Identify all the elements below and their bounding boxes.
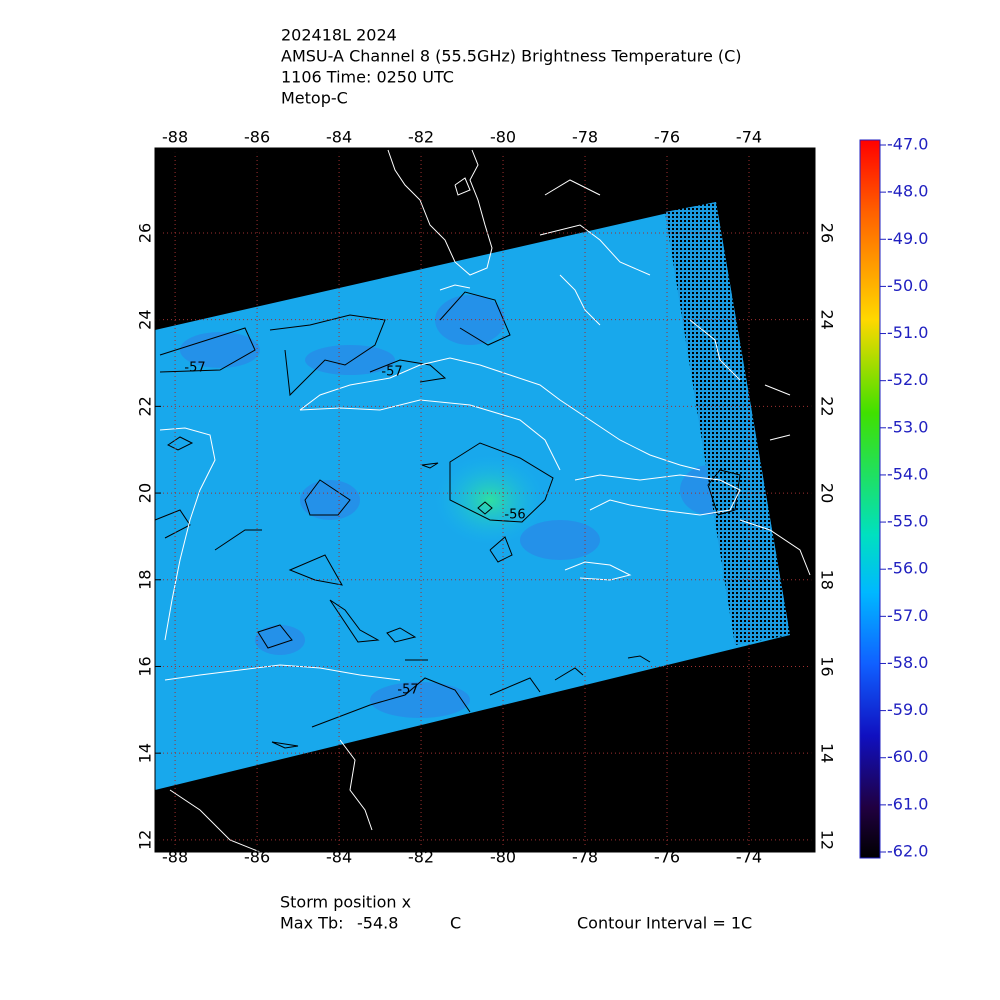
header-line: Metop-C xyxy=(281,89,348,108)
lat-label-right: 12 xyxy=(818,830,837,850)
colorbar-gradient xyxy=(859,139,881,859)
contour-label: -57 xyxy=(397,683,418,698)
swath-edge xyxy=(665,202,790,645)
colorbar-label: -52.0 xyxy=(887,370,928,389)
lon-label-bottom: -76 xyxy=(654,848,680,867)
map-frame xyxy=(154,147,816,853)
lat-label-right: 20 xyxy=(818,483,837,503)
lon-label-bottom: -86 xyxy=(244,848,270,867)
contours xyxy=(154,291,741,749)
header-line: AMSU-A Channel 8 (55.5GHz) Brightness Te… xyxy=(281,47,742,66)
lon-label-top: -86 xyxy=(244,128,270,147)
colorbar-label: -58.0 xyxy=(887,653,928,672)
lat-label-right: 16 xyxy=(818,656,837,676)
lat-label-left: 18 xyxy=(136,570,155,590)
lon-label-bottom: -88 xyxy=(162,848,188,867)
lat-label-left: 24 xyxy=(136,309,155,329)
lat-label-left: 22 xyxy=(136,396,155,416)
footer: Storm position x Max Tb: -54.8 C Contour… xyxy=(280,893,752,933)
lon-label-bottom: -84 xyxy=(326,848,352,867)
colorbar-label: -53.0 xyxy=(887,417,928,436)
lat-label-right: 18 xyxy=(818,570,837,590)
colorbar-label: -61.0 xyxy=(887,794,928,813)
header-line: 202418L 2024 xyxy=(281,26,397,45)
lat-label-right: 14 xyxy=(818,743,837,763)
axes: -88 -88 -86 -86 -84 -84 -82 -82 -80 -80 -78 -78 -76 -… xyxy=(136,128,837,867)
grid xyxy=(155,148,815,852)
colorbar-label: -60.0 xyxy=(887,747,928,766)
colorbar-label: -54.0 xyxy=(887,464,928,483)
lat-label-left: 20 xyxy=(136,483,155,503)
max-tb-unit: C xyxy=(450,914,461,933)
colorbar-label: -59.0 xyxy=(887,700,928,719)
lon-label-top: -76 xyxy=(654,128,680,147)
colorbar-label: -62.0 xyxy=(887,842,928,861)
colorbar-label: -47.0 xyxy=(887,135,928,154)
max-tb-label: Max Tb: xyxy=(280,914,343,933)
colorbar-label: -48.0 xyxy=(887,182,928,201)
lon-label-top: -74 xyxy=(736,128,762,147)
contour-label: -57 xyxy=(184,361,205,376)
header-line: 1106 Time: 0250 UTC xyxy=(281,68,454,87)
storm-position: Storm position x xyxy=(280,893,411,912)
header: 202418L 2024 AMSU-A Channel 8 (55.5GHz) B… xyxy=(281,26,742,108)
colorbar-label: -49.0 xyxy=(887,229,928,248)
lat-label-right: 24 xyxy=(818,309,837,329)
colorbar-label: -55.0 xyxy=(887,512,928,531)
lon-label-top: -88 xyxy=(162,128,188,147)
contour-interval: Contour Interval = 1C xyxy=(577,914,752,933)
lon-label-top: -82 xyxy=(408,128,434,147)
max-tb-value: -54.8 xyxy=(357,914,398,933)
lon-label-bottom: -82 xyxy=(408,848,434,867)
lat-label-left: 14 xyxy=(136,743,155,763)
colorbar: -47.0 -48.0 -49.0 -50.0 -51.0 -52.0 -53.0 -54.0… xyxy=(859,135,928,861)
colorbar-label: -51.0 xyxy=(887,323,928,342)
lat-label-left: 12 xyxy=(136,830,155,850)
lon-label-top: -78 xyxy=(572,128,598,147)
contour-label: -56 xyxy=(504,508,525,523)
coastlines xyxy=(159,149,811,853)
colorbar-label: -57.0 xyxy=(887,606,928,625)
lon-label-bottom: -74 xyxy=(736,848,762,867)
colorbar-label: -56.0 xyxy=(887,559,928,578)
warm-core xyxy=(435,455,545,545)
lat-label-right: 26 xyxy=(818,223,837,243)
lon-label-top: -84 xyxy=(326,128,352,147)
lon-label-top: -80 xyxy=(490,128,516,147)
lon-label-bottom: -78 xyxy=(572,848,598,867)
lat-label-left: 16 xyxy=(136,656,155,676)
colorbar-label: -50.0 xyxy=(887,276,928,295)
contour-label: -57 xyxy=(381,365,402,380)
lat-label-right: 22 xyxy=(818,396,837,416)
lat-label-left: 26 xyxy=(136,223,155,243)
lon-label-bottom: -80 xyxy=(490,848,516,867)
